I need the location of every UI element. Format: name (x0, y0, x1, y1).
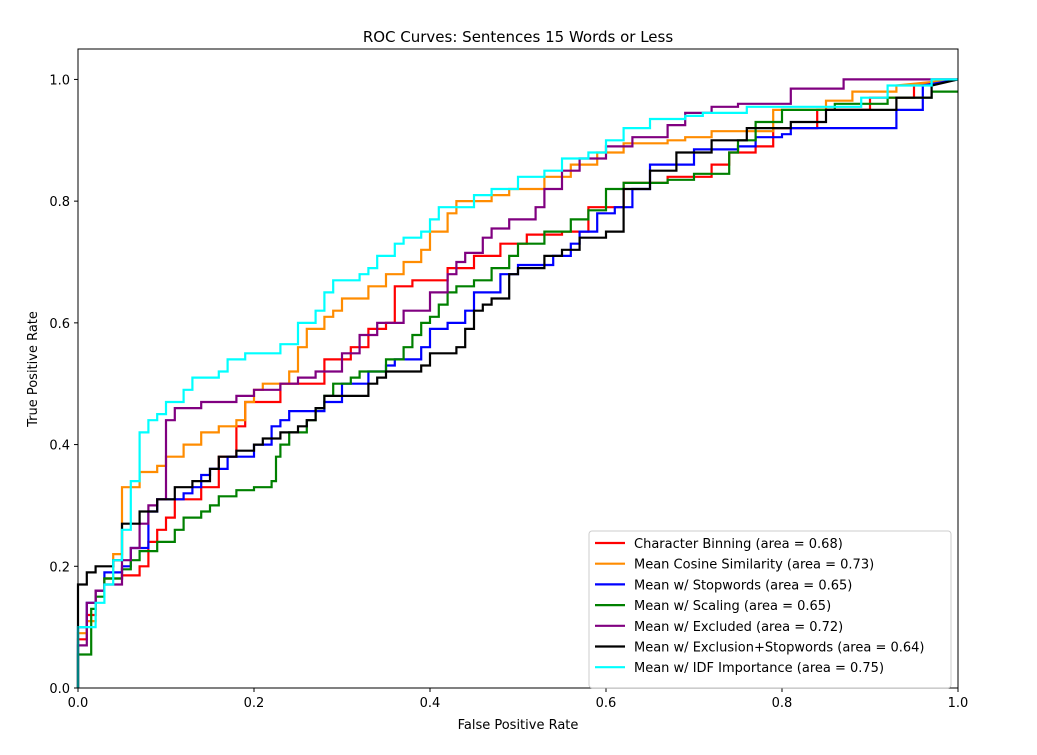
y-tick-label: 0.0 (49, 682, 70, 697)
x-tick-label: 1.0 (948, 696, 969, 711)
x-axis-label: False Positive Rate (458, 718, 579, 733)
y-tick-label: 0.2 (49, 560, 70, 575)
y-tick-label: 0.6 (49, 317, 70, 332)
series-layer (76, 78, 959, 688)
series-line-7 (76, 78, 958, 688)
series-line-5 (76, 78, 958, 688)
series-line-6 (76, 78, 959, 688)
y-tick-label: 0.8 (49, 195, 70, 210)
plot-frame (77, 48, 959, 689)
x-tick-label: 0.8 (772, 696, 793, 711)
chart-title: ROC Curves: Sentences 15 Words or Less (363, 28, 674, 46)
x-tick-label: 0.2 (244, 696, 265, 711)
x-tick-label: 0.6 (596, 696, 617, 711)
legend: Character Binning (area = 0.68) Mean Cosi… (588, 530, 952, 689)
x-tick-label: 0.0 (68, 696, 89, 711)
legend-entry: Mean w/ Stopwords (area = 0.65) (634, 578, 852, 593)
legend-entry: Mean w/ Scaling (area = 0.65) (634, 599, 831, 614)
legend-entry: Mean w/ IDF Importance (area = 0.75) (634, 661, 884, 676)
legend-entry: Mean w/ Excluded (area = 0.72) (634, 620, 843, 635)
y-tick-label: 1.0 (49, 73, 70, 88)
y-axis-label: True Positive Rate (26, 311, 41, 428)
legend-entry: Mean Cosine Similarity (area = 0.73) (634, 558, 874, 573)
legend-entry: Character Binning (area = 0.68) (634, 537, 843, 552)
series-line-4 (76, 90, 958, 688)
legend-box (588, 530, 952, 689)
series-line-2 (76, 78, 959, 688)
legend-entry: Mean w/ Exclusion+Stopwords (area = 0.64… (634, 641, 925, 656)
axes-layer: 0.0 0.2 0.4 0.6 0.8 1.0 0.0 0.2 0.4 0.6 0.8 1.0 (49, 73, 968, 711)
y-tick-label: 0.4 (49, 439, 70, 454)
x-tick-label: 0.4 (420, 696, 441, 711)
